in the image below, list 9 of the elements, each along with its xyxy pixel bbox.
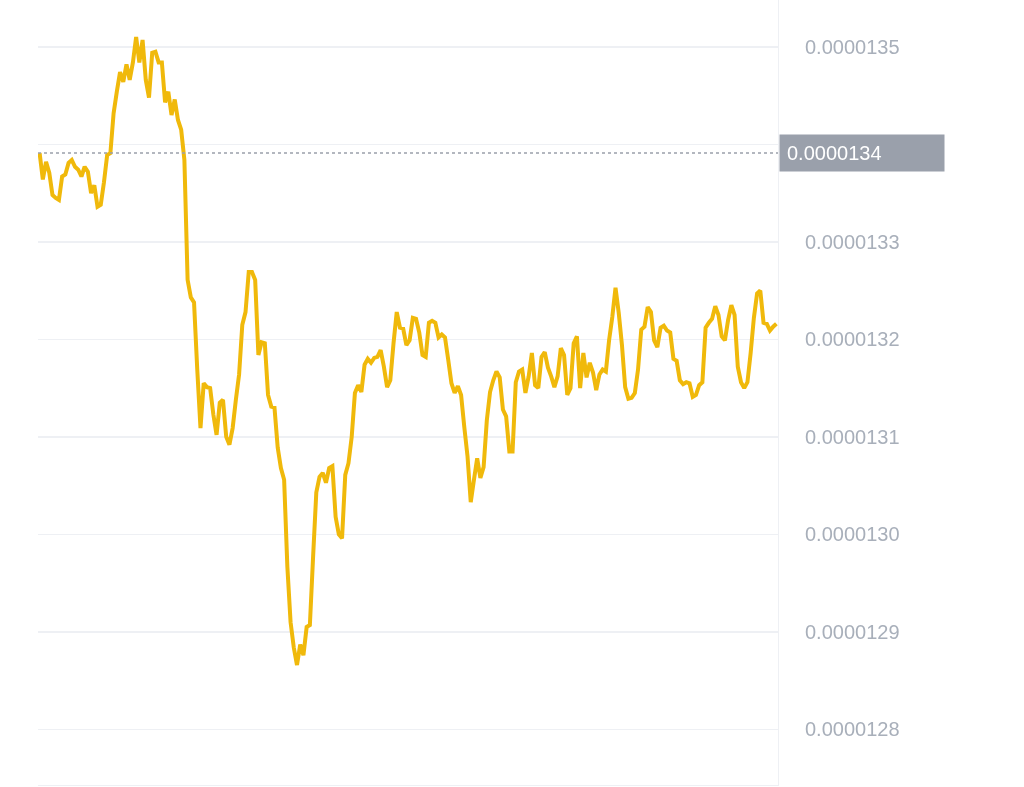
y-tick-label: 0.0000130 [805,523,900,546]
y-tick-label: 0.0000129 [805,620,900,643]
y-tick-label: 0.0000128 [805,718,900,741]
y-tick-label: 0.0000135 [805,35,900,58]
y-tick-label: 0.0000132 [805,328,900,351]
y-tick-label: 0.0000133 [805,230,900,253]
line-series [38,35,778,668]
ref-line-label: 0.0000134 [787,142,882,164]
y-tick-label: 0.0000131 [805,425,900,448]
